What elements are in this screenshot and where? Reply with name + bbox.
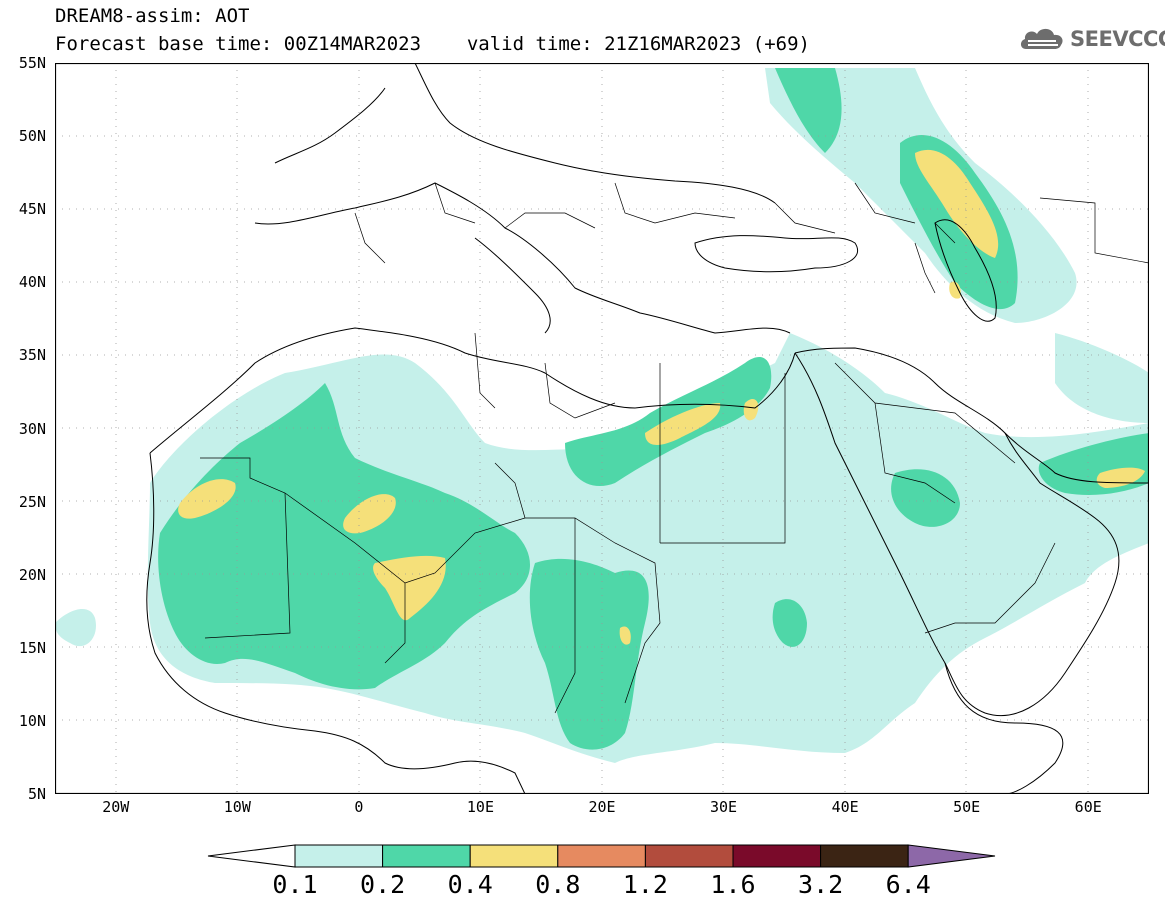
aot-region-egypt [645, 403, 721, 445]
aot-region-sahara-west [158, 383, 530, 690]
aot-map [55, 63, 1149, 794]
lat-label: 5N [27, 785, 46, 803]
cloud-icon [1020, 28, 1063, 49]
coast-persian-gulf [1004, 432, 1149, 484]
borders [200, 182, 1149, 714]
colorbar-tick-label: 3.2 [798, 870, 844, 899]
forecast-base-time: Forecast base time: 00Z14MAR2023 [55, 33, 422, 55]
colorbar-segment [557, 844, 646, 868]
lat-label: 45N [18, 200, 46, 219]
coast-italy [474, 237, 551, 334]
lon-label: 40E [831, 798, 859, 816]
graticule [55, 63, 1149, 794]
lon-label: 30E [710, 798, 738, 816]
valid-time: valid time: 21Z16MAR2023 (+69) [466, 33, 810, 55]
colorbar-high-extension [907, 844, 996, 868]
map-border [55, 63, 1149, 794]
coast-europe-north [274, 63, 776, 204]
coast-west-africa [146, 452, 526, 794]
aot-region-mali [343, 494, 396, 534]
colorbar-tick-label: 0.8 [535, 870, 581, 899]
lat-label: 20N [18, 565, 46, 584]
colorbar-tick-label: 1.6 [710, 870, 756, 899]
colorbar-segment [294, 844, 384, 868]
aot-region-sudan [772, 599, 807, 647]
lat-label: 40N [18, 273, 46, 292]
colorbar-tick-label: 0.2 [360, 870, 406, 899]
lat-label: 35N [18, 346, 46, 365]
aot-region-chad [619, 626, 631, 645]
aot-region-sahel-east [529, 558, 649, 750]
colorbar-low-extension [207, 844, 296, 868]
lon-label: 20E [588, 798, 616, 816]
lat-label: 15N [18, 638, 46, 657]
colorbar-segment [382, 844, 471, 868]
lat-label: 30N [18, 419, 46, 438]
colorbar-tick-label: 0.4 [447, 870, 493, 899]
lat-label: 55N [18, 54, 46, 72]
colorbar-tick-label: 6.4 [885, 870, 931, 899]
lon-label: 60E [1074, 798, 1102, 816]
colorbar-segment [820, 844, 909, 868]
lon-label: 10E [466, 798, 494, 816]
colorbar [207, 844, 996, 868]
aot-shading-layer [55, 68, 1149, 763]
coast-iberia-europe [254, 182, 791, 334]
lat-label: 10N [18, 711, 46, 730]
lat-label: 50N [18, 127, 46, 146]
coast-black-sea [694, 235, 858, 273]
lon-label: 50E [953, 798, 981, 816]
coast-horn-of-africa [944, 662, 1064, 794]
seevccc-logo: SEEVCCC [1018, 24, 1165, 54]
lat-label: 25N [18, 492, 46, 511]
aot-region-mauritania [178, 479, 236, 519]
aot-region-russia [775, 68, 842, 153]
lon-label: 10W [223, 798, 251, 816]
coastlines [146, 63, 1149, 794]
logo-text: SEEVCCC [1070, 27, 1165, 51]
colorbar-segment [469, 844, 559, 868]
colorbar-segment [644, 844, 734, 868]
colorbar-tick-label: 1.2 [622, 870, 668, 899]
title-line-2: Forecast base time: 00Z14MAR2023 valid t… [55, 34, 810, 54]
lon-label: 20W [102, 798, 130, 816]
aot-region-arabia [891, 469, 960, 527]
aot-region-caucasus [915, 149, 999, 258]
colorbar-segment [732, 844, 822, 868]
coast-caspian [934, 219, 997, 322]
lon-label: 0 [354, 798, 364, 816]
coast-red-sea-arabia [794, 347, 1120, 717]
aot-region-armenia [949, 281, 961, 299]
aot-region-egypt-east [743, 398, 759, 421]
title-line-1: DREAM8-assim: AOT [55, 5, 250, 27]
aot-region-atlantic-coast [55, 608, 96, 647]
colorbar-tick-label: 0.1 [272, 870, 318, 899]
aot-region-iberia-gap [1055, 333, 1149, 423]
coast-north-africa [149, 327, 796, 454]
